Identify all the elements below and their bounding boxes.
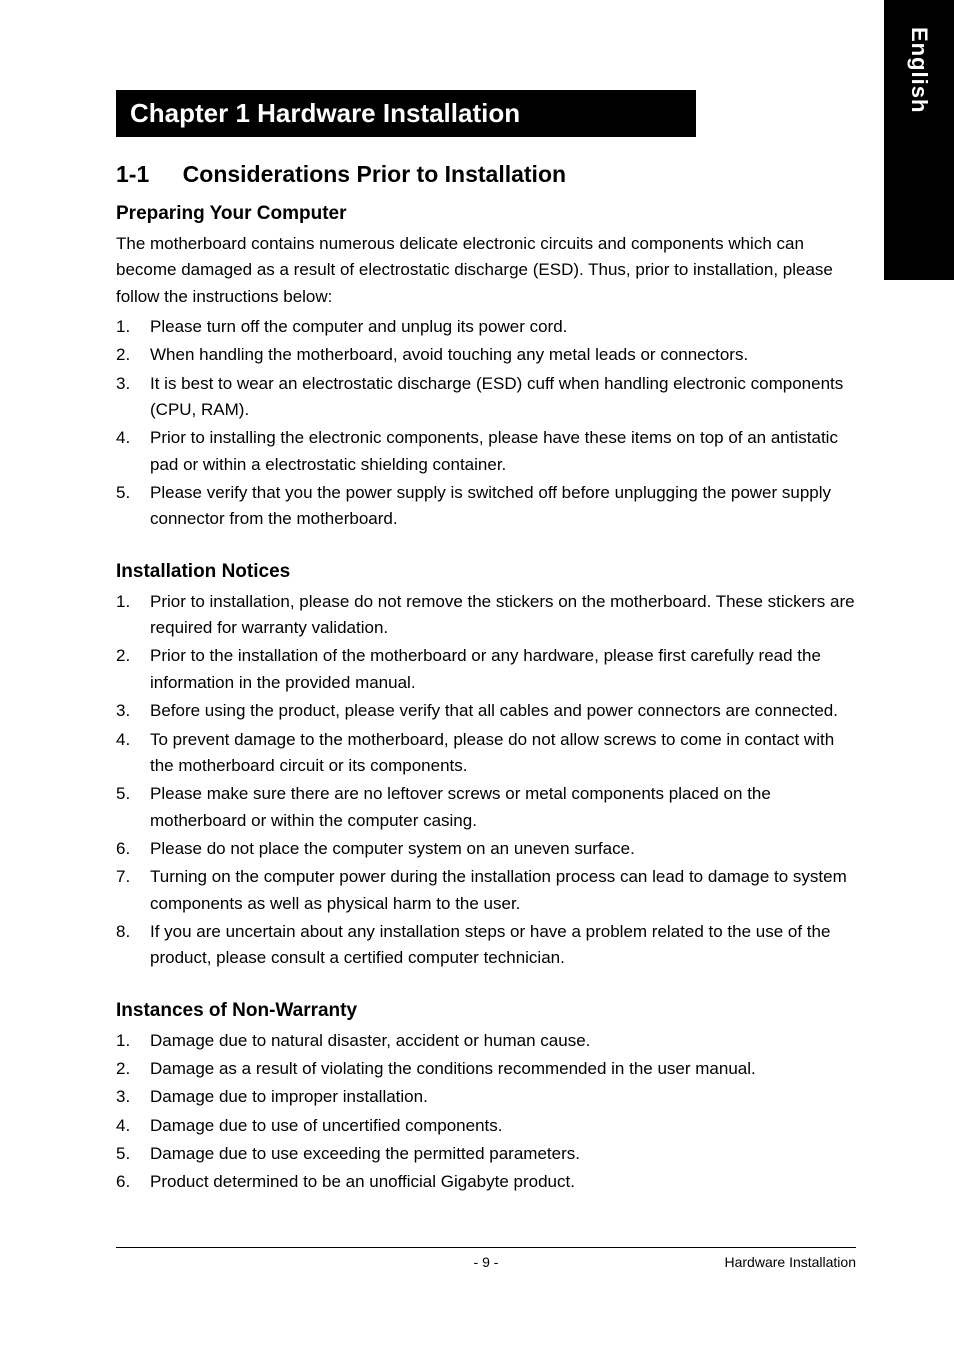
footer-title: Hardware Installation (724, 1254, 856, 1270)
section-number: 1-1 (116, 161, 176, 188)
nonwarranty-block: Instances of Non-Warranty Damage due to … (116, 1000, 856, 1196)
preparing-intro: The motherboard contains numerous delica… (116, 231, 856, 310)
list-item: Damage due to use exceeding the permitte… (116, 1141, 856, 1167)
page-footer: - 9 - Hardware Installation (116, 1247, 856, 1254)
list-item: Prior to the installation of the motherb… (116, 643, 856, 696)
notices-list: Prior to installation, please do not rem… (116, 589, 856, 972)
list-item: Product determined to be an unofficial G… (116, 1169, 856, 1195)
notices-block: Installation Notices Prior to installati… (116, 561, 856, 972)
page-number: - 9 - (474, 1254, 499, 1270)
list-item: It is best to wear an electrostatic disc… (116, 371, 856, 424)
notices-heading: Installation Notices (116, 561, 856, 583)
preparing-block: Preparing Your Computer The motherboard … (116, 203, 856, 533)
list-item: Damage due to natural disaster, accident… (116, 1028, 856, 1054)
language-tab: English (884, 0, 954, 280)
chapter-banner: Chapter 1 Hardware Installation (116, 90, 696, 137)
list-item: Prior to installation, please do not rem… (116, 589, 856, 642)
list-item: To prevent damage to the motherboard, pl… (116, 727, 856, 780)
list-item: Damage as a result of violating the cond… (116, 1056, 856, 1082)
list-item: Damage due to improper installation. (116, 1084, 856, 1110)
list-item: Please verify that you the power supply … (116, 480, 856, 533)
section-title: Considerations Prior to Installation (183, 161, 566, 188)
nonwarranty-heading: Instances of Non-Warranty (116, 1000, 856, 1022)
list-item: Before using the product, please verify … (116, 698, 856, 724)
list-item: Prior to installing the electronic compo… (116, 425, 856, 478)
list-item: Please turn off the computer and unplug … (116, 314, 856, 340)
section-heading: 1-1 Considerations Prior to Installation (116, 161, 856, 189)
list-item: If you are uncertain about any installat… (116, 919, 856, 972)
nonwarranty-list: Damage due to natural disaster, accident… (116, 1028, 856, 1196)
preparing-list: Please turn off the computer and unplug … (116, 314, 856, 533)
page-content: Chapter 1 Hardware Installation 1-1 Cons… (116, 90, 856, 1224)
list-item: When handling the motherboard, avoid tou… (116, 342, 856, 368)
list-item: Damage due to use of uncertified compone… (116, 1113, 856, 1139)
preparing-heading: Preparing Your Computer (116, 203, 856, 225)
language-label: English (906, 27, 932, 113)
list-item: Please make sure there are no leftover s… (116, 781, 856, 834)
list-item: Please do not place the computer system … (116, 836, 856, 862)
list-item: Turning on the computer power during the… (116, 864, 856, 917)
